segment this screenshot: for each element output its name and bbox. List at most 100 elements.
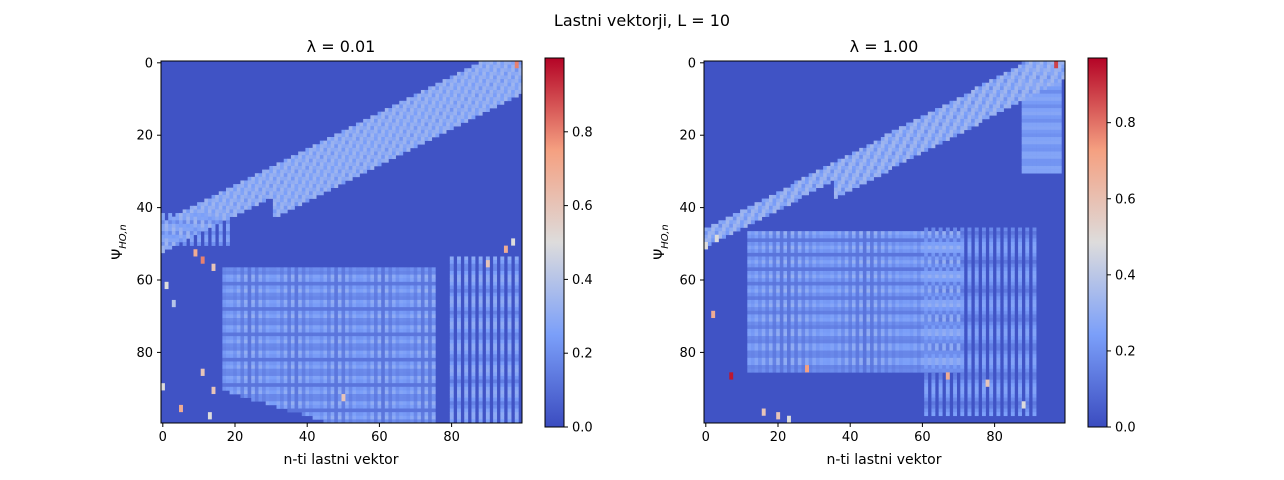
heatmap-cell (370, 267, 375, 272)
heatmap-cell (323, 307, 328, 312)
heatmap-cell (424, 390, 429, 395)
heatmap-cell (319, 415, 324, 420)
heatmap-cell (182, 220, 187, 225)
heatmap-cell (363, 415, 368, 420)
heatmap-cell (446, 97, 451, 102)
heatmap-cell (790, 357, 795, 362)
heatmap-cell (280, 357, 285, 362)
heatmap-cell (485, 108, 490, 112)
heatmap-cell (471, 86, 476, 91)
heatmap-cell (761, 263, 766, 268)
heatmap-cell (319, 285, 324, 290)
heatmap-cell (381, 111, 386, 116)
heatmap-cell (377, 144, 382, 149)
heatmap-cell (280, 169, 285, 174)
heatmap-cell (790, 346, 795, 351)
heatmap-cell (298, 158, 303, 163)
heatmap-cell (768, 245, 773, 250)
heatmap-cell (366, 307, 371, 312)
heatmap-cell (514, 307, 519, 312)
heatmap-cell (269, 372, 274, 377)
heatmap-cell (327, 386, 331, 391)
heatmap-cell (402, 386, 407, 391)
heatmap-cell (424, 415, 429, 420)
heatmap-cell (341, 274, 346, 279)
heatmap-cell (222, 318, 227, 322)
heatmap-cell (370, 350, 375, 355)
heatmap-cell (776, 318, 781, 322)
heatmap-cell (478, 82, 483, 87)
heatmap-cell (312, 187, 317, 192)
heatmap-cell (337, 144, 342, 149)
heatmap-cell (514, 75, 519, 80)
heatmap-cell (301, 354, 306, 359)
heatmap-cell (464, 404, 469, 409)
heatmap-cell (287, 372, 292, 377)
heatmap-cell (783, 361, 788, 366)
heatmap-cell (449, 104, 454, 109)
heatmap-cell (309, 187, 313, 192)
heatmap-cell (254, 321, 259, 326)
heatmap-cell (750, 216, 755, 221)
heatmap-cell (500, 361, 505, 366)
heatmap-cell (309, 404, 313, 409)
heatmap-cell (754, 205, 759, 210)
heatmap-cell (514, 401, 519, 406)
heatmap-cell (410, 278, 414, 283)
heatmap-cell (240, 354, 245, 359)
heatmap-cell (493, 296, 498, 301)
heatmap-cell (193, 223, 198, 228)
heatmap-cell (363, 397, 368, 402)
heatmap-cell (457, 336, 461, 341)
heatmap-cell (211, 263, 216, 271)
heatmap-cell (761, 205, 766, 210)
heatmap-cell (761, 231, 766, 236)
heatmap-cell (363, 394, 368, 398)
heatmap-cell (507, 408, 512, 413)
heatmap-cell (229, 350, 234, 355)
heatmap-cell (381, 292, 386, 297)
heatmap-cell (348, 158, 353, 163)
heatmap-cell (388, 140, 393, 145)
heatmap-cell (779, 332, 784, 337)
heatmap-cell (761, 249, 766, 254)
heatmap-cell (225, 296, 230, 301)
heatmap-cell (718, 227, 723, 232)
heatmap-cell (417, 390, 422, 395)
heatmap-cell (406, 133, 411, 138)
heatmap-cell (489, 71, 494, 76)
heatmap-cell (258, 285, 263, 290)
heatmap-cell (233, 267, 238, 272)
heatmap-cell (493, 390, 498, 395)
heatmap-cell (352, 158, 357, 163)
heatmap-cell (381, 278, 386, 283)
heatmap-cell (355, 379, 360, 384)
heatmap-cell (417, 314, 422, 319)
heatmap-cell (435, 100, 440, 105)
x-tick-label: 40 (299, 430, 316, 445)
heatmap-cell (294, 198, 299, 203)
heatmap-cell (370, 151, 375, 156)
heatmap-cell (337, 270, 342, 275)
heatmap-cell (262, 325, 266, 330)
heatmap-cell (500, 292, 505, 297)
heatmap-cell (316, 325, 321, 330)
heatmap-cell (776, 234, 781, 239)
heatmap-cell (327, 379, 331, 384)
heatmap-cell (797, 252, 802, 257)
heatmap-cell (337, 386, 342, 391)
heatmap-cell (265, 383, 270, 388)
heatmap-cell (478, 111, 483, 116)
heatmap-cell (240, 205, 245, 210)
heatmap-cell (247, 307, 252, 312)
heatmap-cell (229, 339, 234, 344)
heatmap-cell (801, 314, 806, 319)
heatmap-cell (301, 151, 306, 156)
heatmap-cell (500, 307, 505, 312)
heatmap-cell (797, 289, 802, 293)
heatmap-cell (750, 270, 755, 275)
heatmap-cell (200, 213, 205, 217)
heatmap-cell (290, 310, 295, 315)
heatmap-cell (337, 303, 342, 308)
heatmap-cell (485, 86, 490, 91)
